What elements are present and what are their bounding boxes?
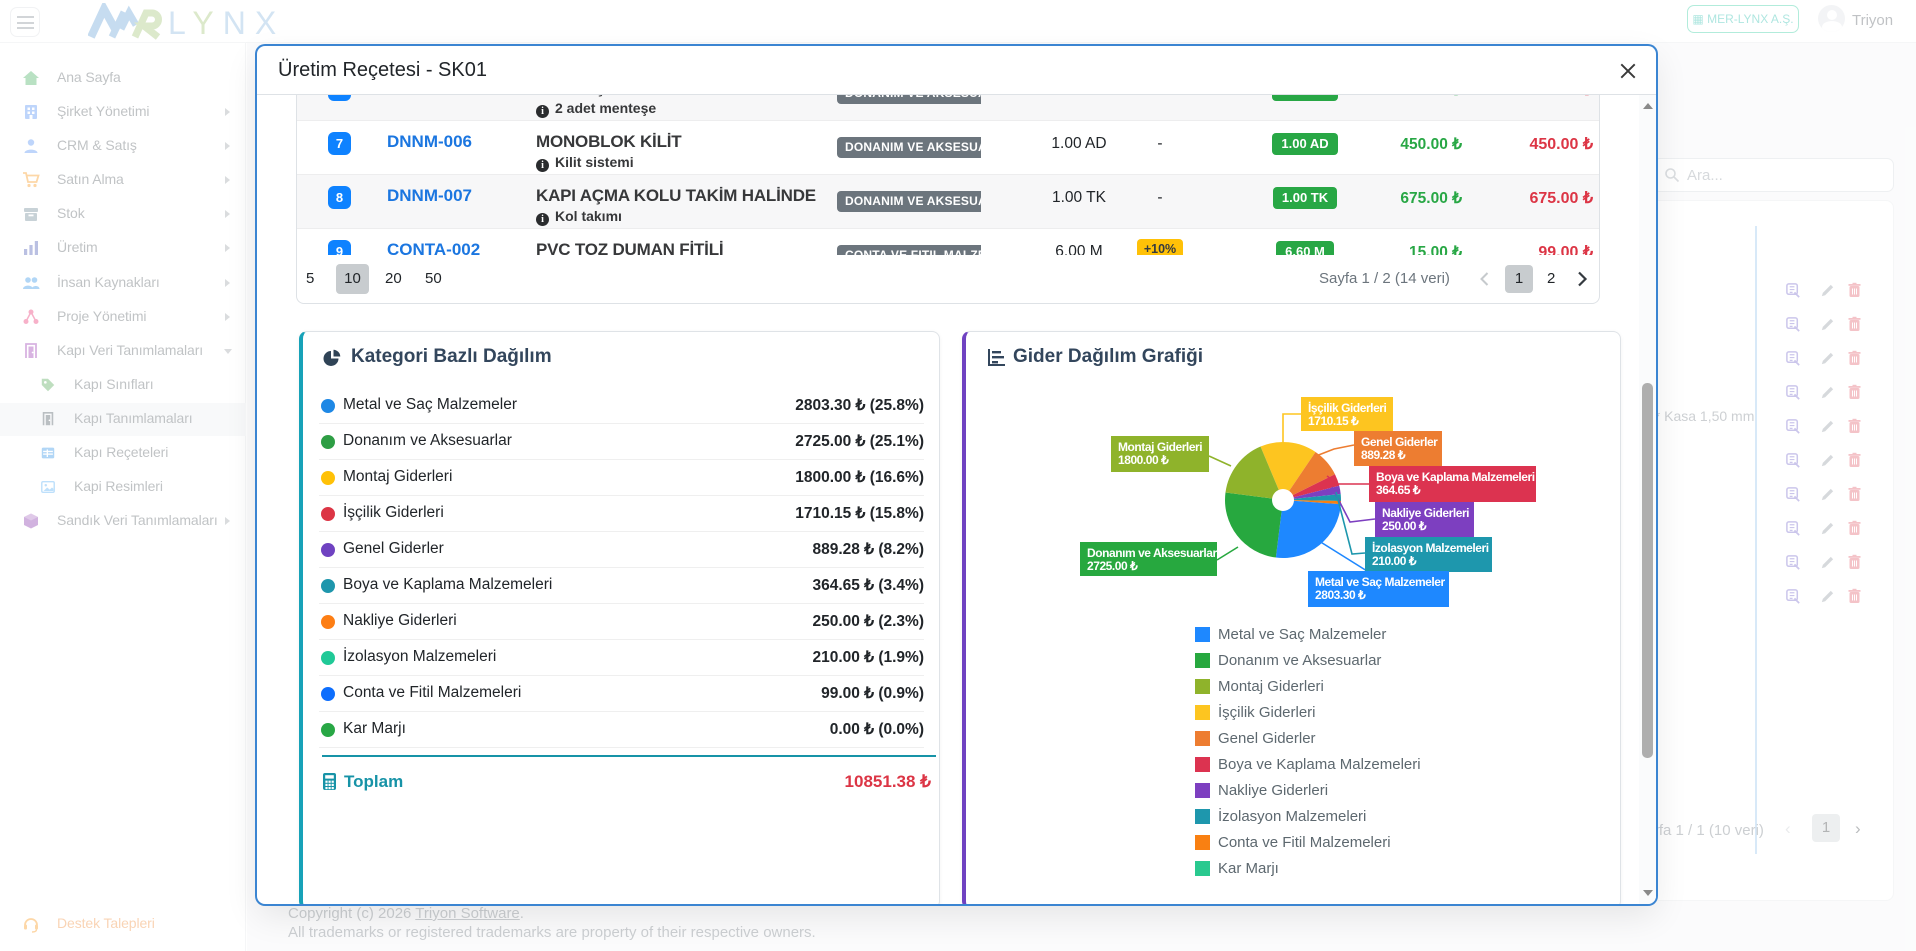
svg-text:LYNX: LYNX bbox=[168, 5, 285, 41]
